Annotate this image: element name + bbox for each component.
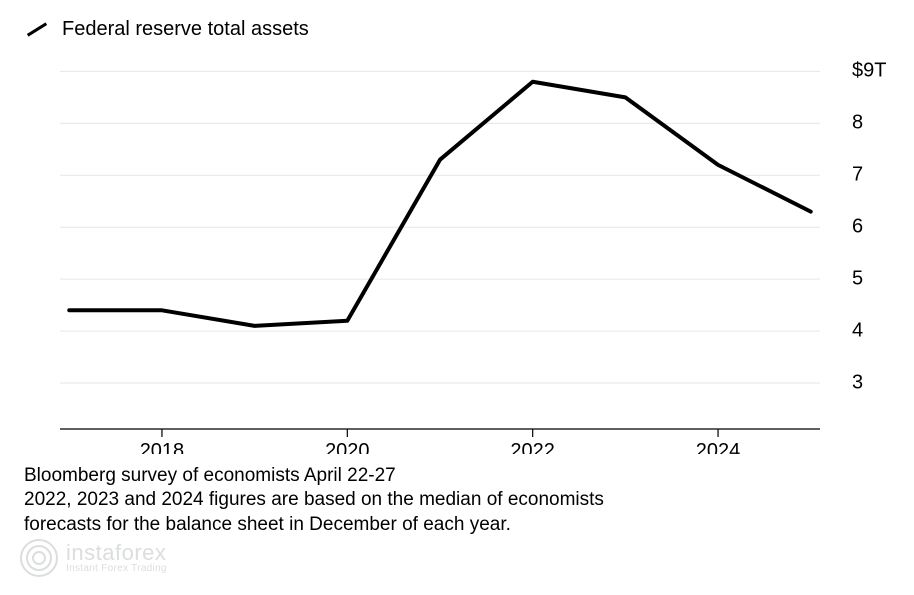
x-tick-label: 2020 <box>325 440 370 454</box>
chart-container: Federal reserve total assets 3 4 5 6 7 8 $9T 20… <box>0 0 914 595</box>
x-tick-label: 2022 <box>510 440 555 454</box>
x-tick-label: 2024 <box>696 440 741 454</box>
legend-line-icon <box>27 22 47 36</box>
y-tick-label: 8 <box>852 112 863 134</box>
legend-label: Federal reserve total assets <box>62 18 309 41</box>
line-chart-svg: 3 4 5 6 7 8 $9T 2018 2020 2022 2024 <box>24 49 890 454</box>
caption-line-1: Bloomberg survey of economists April 22-… <box>24 464 890 488</box>
y-tick-label: 7 <box>852 164 863 186</box>
y-tick-label: 5 <box>852 267 863 289</box>
x-tick-label: 2018 <box>140 440 185 454</box>
y-tick-label: 4 <box>852 319 863 341</box>
data-line <box>69 82 810 326</box>
chart-legend: Federal reserve total assets <box>24 18 890 41</box>
caption-line-2: 2022, 2023 and 2024 figures are based on… <box>24 488 890 512</box>
y-tick-label: 3 <box>852 371 863 393</box>
y-tick-label: $9T <box>852 60 886 82</box>
y-tick-label: 6 <box>852 215 863 237</box>
chart-caption: Bloomberg survey of economists April 22-… <box>24 464 890 537</box>
chart-area: 3 4 5 6 7 8 $9T 2018 2020 2022 2024 <box>24 49 890 454</box>
caption-line-3: forecasts for the balance sheet in Decem… <box>24 513 890 537</box>
